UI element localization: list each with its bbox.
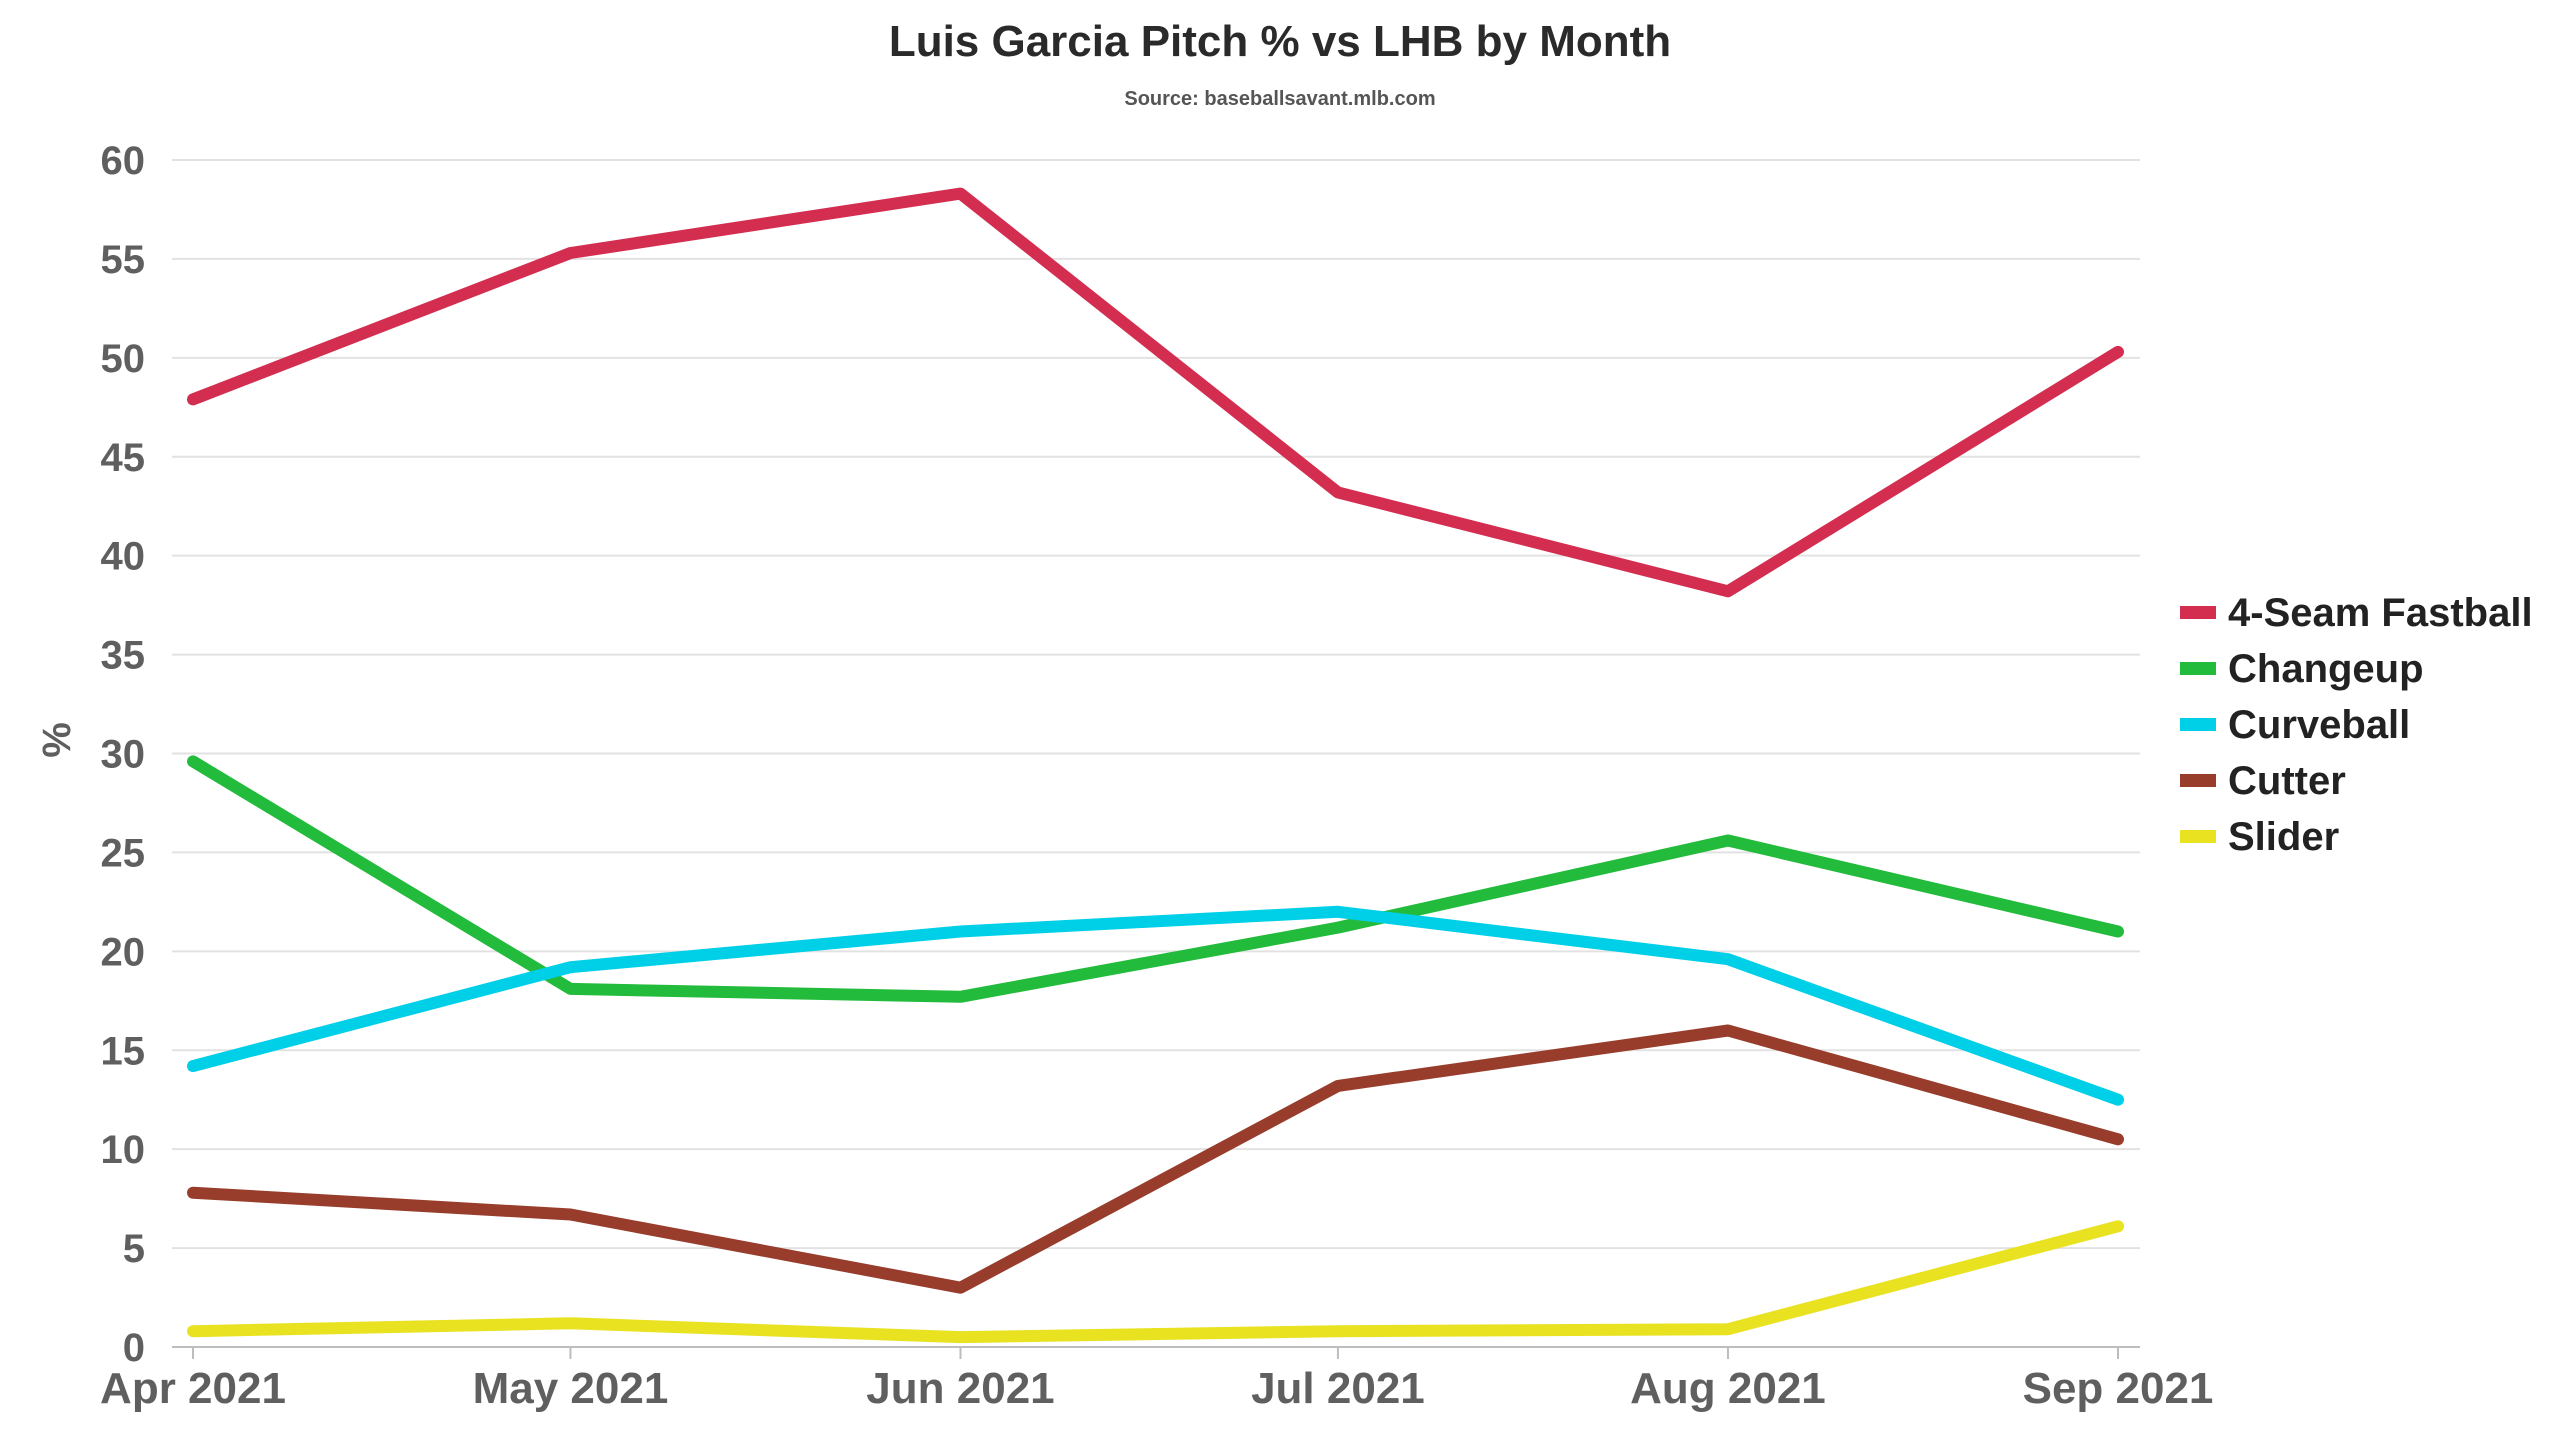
y-tick-label: 50 [101,337,146,381]
legend-swatch-cutter [2180,774,2216,787]
x-tick-label: Aug 2021 [1630,1364,1826,1413]
gridlines [172,159,2140,1250]
legend-swatch-4-seam-fastball [2180,606,2216,619]
x-tick-label: Apr 2021 [100,1364,286,1413]
legend-label-cutter: Cutter [2228,759,2346,803]
legend-label-4-seam-fastball: 4-Seam Fastball [2228,591,2533,635]
y-axis-label: % [35,722,79,758]
x-tick-label: Jul 2021 [1251,1364,1425,1413]
y-tick-label: 60 [101,139,146,183]
y-tick-label: 35 [101,634,146,678]
legend-swatch-curveball [2180,718,2216,731]
series-line-cutter [187,1024,2124,1294]
series-line-curveball [187,905,2124,1106]
x-tick-label: May 2021 [473,1364,669,1413]
x-tick-label: Sep 2021 [2023,1364,2214,1413]
x-tick-label: Jun 2021 [866,1364,1054,1413]
y-tick-label: 15 [101,1029,146,1073]
y-tick-label: 55 [101,238,146,282]
series-line-changeup [187,755,2124,1003]
y-tick-label: 20 [101,930,146,974]
series-line-slider [187,1220,2124,1344]
y-tick-label: 5 [123,1227,145,1271]
legend-label-changeup: Changeup [2228,647,2424,691]
legend-swatch-slider [2180,830,2216,843]
y-tick-label: 40 [101,535,146,579]
legend-swatch-changeup [2180,662,2216,675]
chart-title: Luis Garcia Pitch % vs LHB by Month [889,17,1671,66]
y-tick-label: 30 [101,733,146,777]
y-tick-label: 25 [101,831,146,875]
chart-subtitle: Source: baseballsavant.mlb.com [1124,88,1435,110]
series-line-4-seam-fastball [187,187,2124,598]
legend-label-curveball: Curveball [2228,703,2410,747]
legend-label-slider: Slider [2228,815,2339,859]
axes: 0 5 10 15 20 25 30 35 40 45 50 55 60 Apr 2021 May 2021… [100,139,2213,1413]
y-tick-label: 10 [101,1128,146,1172]
series-lines [187,187,2124,1344]
legend: 4-Seam Fastball Changeup Curveball Cutter Sl… [2180,591,2533,859]
y-tick-label: 45 [101,436,146,480]
y-tick-label: 0 [123,1326,145,1370]
